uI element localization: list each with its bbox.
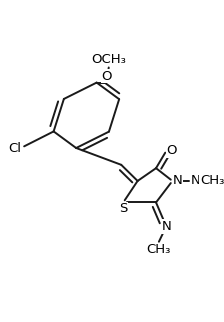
Text: CH₃: CH₃ <box>200 175 224 187</box>
Text: N: N <box>162 220 171 233</box>
Text: N: N <box>172 175 182 187</box>
Text: CH₃: CH₃ <box>146 243 170 256</box>
Text: N: N <box>191 175 201 187</box>
Text: Cl: Cl <box>8 141 21 155</box>
Text: O: O <box>102 70 112 83</box>
Text: O: O <box>166 145 177 157</box>
Text: OCH₃: OCH₃ <box>91 53 126 66</box>
Text: S: S <box>119 203 127 215</box>
